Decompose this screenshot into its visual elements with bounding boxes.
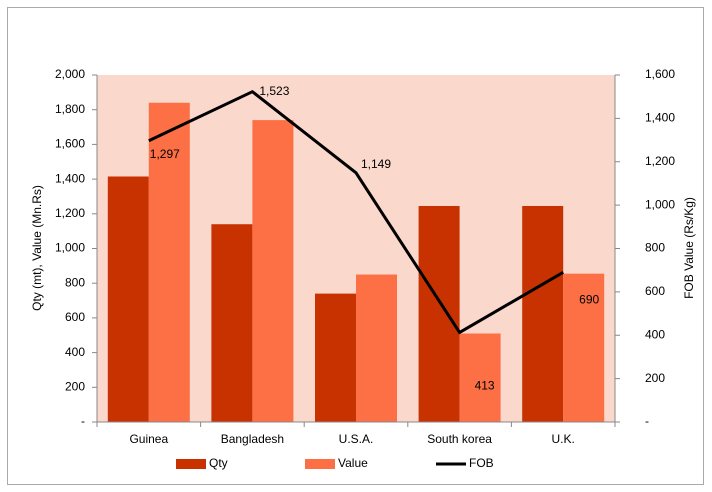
legend-swatch — [305, 459, 335, 469]
x-tick-label: Bangladesh — [221, 432, 284, 446]
legend-label: FOB — [469, 456, 494, 470]
data-label: 690 — [579, 293, 599, 307]
bar — [315, 293, 356, 422]
y-tick-label: 400 — [65, 345, 85, 359]
y2-axis-label: FOB Value (Rs/Kg) — [682, 197, 696, 299]
data-label: 1,523 — [259, 84, 289, 98]
y-tick-label: 1,800 — [55, 102, 85, 116]
y2-tick-label: 600 — [645, 284, 665, 298]
y-tick-label: 800 — [65, 275, 85, 289]
x-tick-label: U.K. — [552, 432, 575, 446]
bar — [418, 205, 460, 422]
y-tick-label: 1,200 — [55, 206, 85, 220]
y2-tick-label: 1,200 — [645, 154, 675, 168]
x-tick-label: Guinea — [129, 432, 168, 446]
bar — [211, 224, 253, 422]
y-tick-label: - — [81, 414, 85, 428]
bar — [459, 333, 501, 422]
x-tick-label: U.S.A. — [339, 432, 374, 446]
bar — [563, 273, 605, 422]
legend-label: Qty — [209, 456, 228, 470]
bar — [252, 120, 294, 423]
bar — [107, 176, 149, 422]
y-tick-label: 1,400 — [55, 171, 85, 185]
y2-tick-label: 200 — [645, 371, 665, 385]
y-tick-label: 1,600 — [55, 137, 85, 151]
bar — [148, 102, 190, 422]
y2-tick-label: 800 — [645, 241, 665, 255]
y-tick-label: 600 — [65, 310, 85, 324]
y2-tick-label: - — [645, 414, 649, 428]
y2-tick-label: 1,000 — [645, 197, 675, 211]
legend-swatch — [176, 459, 206, 469]
legend-label: Value — [338, 456, 368, 470]
data-label: 1,149 — [361, 157, 391, 171]
y-axis-label: Qty (mt), Value (Mn.Rs) — [30, 185, 44, 311]
data-label: 1,297 — [150, 147, 180, 161]
data-label: 413 — [475, 379, 495, 393]
y-tick-label: 1,000 — [55, 241, 85, 255]
x-tick-label: South korea — [427, 432, 492, 446]
y2-tick-label: 1,400 — [645, 111, 675, 125]
y2-tick-label: 1,600 — [645, 67, 675, 81]
y2-tick-label: 400 — [645, 327, 665, 341]
y-tick-label: 2,000 — [55, 67, 85, 81]
y-tick-label: 200 — [65, 379, 85, 393]
bar — [356, 274, 397, 422]
line — [148, 89, 564, 335]
bar — [522, 205, 564, 422]
